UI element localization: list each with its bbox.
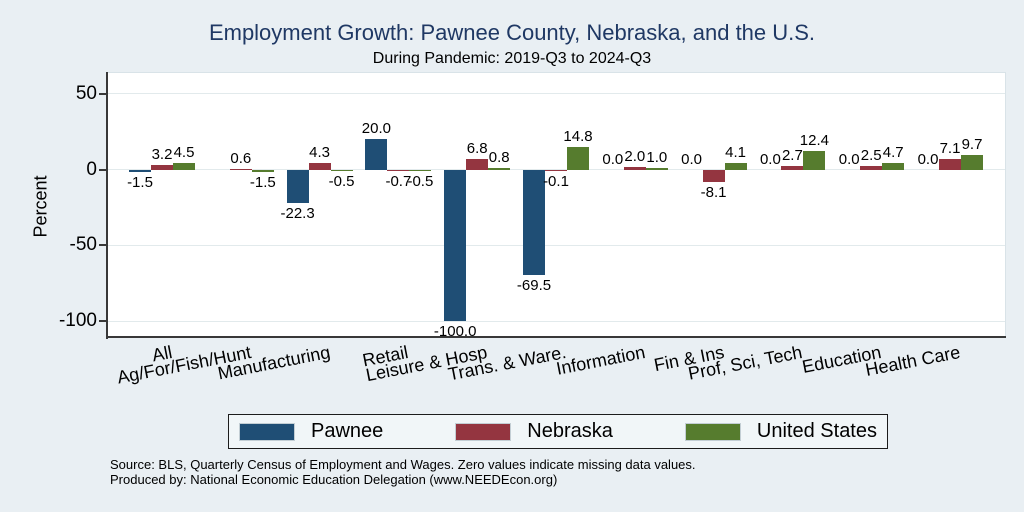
value-label: 3.2 — [151, 145, 173, 163]
bar-united-states — [173, 162, 195, 170]
bar-united-states — [330, 169, 353, 171]
bar-pawnee — [444, 169, 467, 322]
value-label: -0.1 — [543, 172, 569, 190]
bar-nebraska — [702, 169, 725, 182]
value-label: -69.5 — [516, 276, 552, 294]
value-label: 20.0 — [361, 120, 391, 138]
value-label: -0.7 — [385, 172, 412, 190]
bar-united-states — [882, 162, 905, 170]
bar-nebraska — [229, 168, 252, 170]
y-tick-label: -50 — [69, 234, 97, 256]
x-axis — [105, 336, 1006, 338]
y-axis — [105, 72, 108, 339]
value-label: 4.1 — [725, 144, 747, 162]
y-tick — [99, 320, 106, 323]
value-label: 0.6 — [230, 149, 252, 167]
legend-item-pawnee: Pawnee — [239, 420, 383, 443]
bar-nebraska — [623, 166, 646, 170]
gridline — [107, 320, 1005, 322]
legend-swatch-pawnee — [239, 422, 295, 441]
bar-united-states — [409, 169, 432, 171]
bar-united-states — [724, 163, 747, 170]
chart-title: Employment Growth: Pawnee County, Nebras… — [208, 20, 816, 45]
bar-united-states — [803, 150, 826, 170]
bar-pawnee — [286, 169, 309, 204]
legend-label-nebraska: Nebraska — [527, 420, 613, 442]
y-tick — [99, 92, 106, 95]
value-label: -100.0 — [433, 323, 477, 341]
chart-subtitle: During Pandemic: 2019-Q3 to 2024-Q3 — [372, 50, 652, 67]
y-tick — [99, 168, 106, 171]
legend-swatch-nebraska — [455, 422, 512, 441]
footnote-producer: Produced by: National Economic Education… — [110, 472, 558, 487]
bar-united-states — [488, 168, 511, 170]
bar-nebraska — [939, 158, 961, 170]
value-label: 4.3 — [309, 144, 331, 162]
bar-united-states — [645, 168, 668, 170]
y-tick-label: 50 — [75, 82, 97, 104]
gridline — [107, 244, 1005, 246]
legend-label-united-states: United States — [756, 420, 877, 442]
value-label: 2.7 — [781, 146, 803, 164]
value-label: 1.0 — [646, 149, 668, 167]
value-label: 2.0 — [624, 147, 646, 165]
value-label: 6.8 — [466, 140, 488, 158]
bar-nebraska — [387, 169, 410, 171]
value-label: -0.5 — [328, 172, 355, 190]
legend-item-nebraska: Nebraska — [455, 420, 613, 443]
bar-pawnee — [365, 139, 388, 170]
footnote-source: Source: BLS, Quarterly Census of Employm… — [110, 457, 696, 472]
bar-united-states — [961, 154, 983, 170]
plot-area — [107, 72, 1006, 338]
value-label: -1.5 — [249, 173, 276, 191]
y-tick — [99, 244, 106, 247]
bar-nebraska — [151, 164, 173, 170]
bar-united-states — [251, 169, 274, 172]
value-label: 14.8 — [563, 128, 593, 146]
value-label: -22.3 — [280, 205, 315, 223]
value-label: -1.5 — [127, 173, 153, 191]
value-label: 9.7 — [961, 135, 983, 153]
legend-label-pawnee: Pawnee — [311, 420, 384, 442]
value-label: 2.5 — [860, 146, 882, 164]
value-label: 0.0 — [602, 150, 624, 168]
bar-nebraska — [781, 165, 804, 170]
bar-nebraska — [466, 159, 489, 170]
value-label: -0.5 — [407, 172, 434, 190]
value-label: 0.0 — [759, 150, 781, 168]
value-label: 0.0 — [917, 150, 939, 168]
legend: Pawnee Nebraska United States — [228, 414, 888, 449]
value-label: 4.5 — [173, 143, 195, 161]
bar-nebraska — [308, 163, 331, 170]
value-label: 4.7 — [882, 143, 904, 161]
legend-item-united-states: United States — [684, 420, 877, 443]
value-label: 0.0 — [681, 150, 703, 168]
value-label: 12.4 — [799, 131, 829, 149]
value-label: 0.0 — [838, 150, 860, 168]
bar-nebraska — [860, 165, 883, 170]
bar-united-states — [567, 147, 589, 170]
value-label: -8.1 — [700, 183, 727, 201]
gridline — [107, 93, 1005, 95]
value-label: 0.8 — [488, 149, 510, 167]
y-tick-label: 0 — [86, 158, 97, 180]
bar-pawnee — [523, 169, 545, 275]
bar-nebraska — [545, 169, 567, 171]
y-tick-label: -100 — [58, 310, 97, 332]
bar-pawnee — [129, 169, 151, 172]
value-label: 7.1 — [939, 139, 961, 157]
legend-swatch-united-states — [684, 422, 741, 441]
